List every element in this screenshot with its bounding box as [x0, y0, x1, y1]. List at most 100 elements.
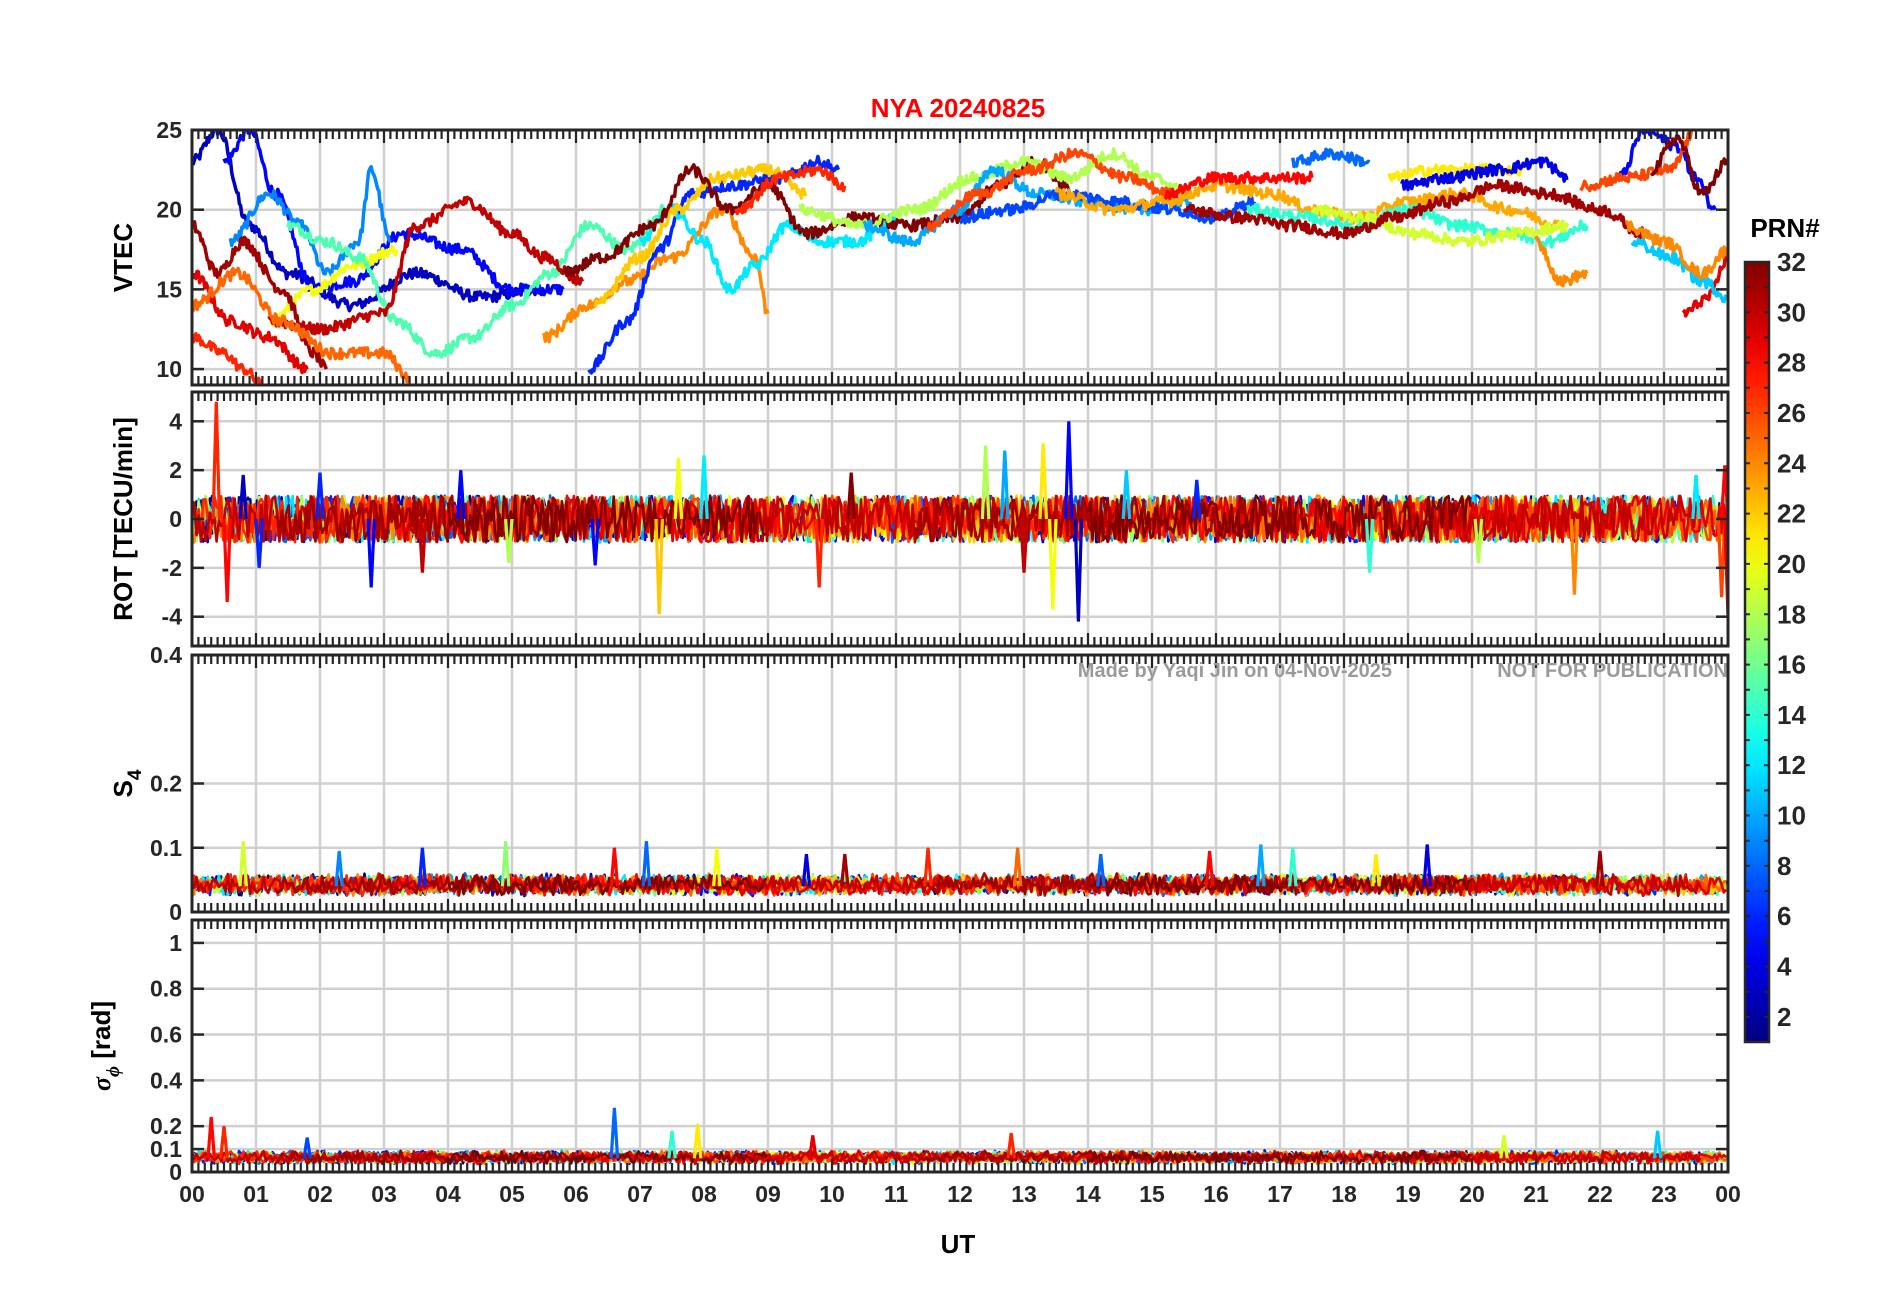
rot-spike-prn-5	[1064, 421, 1074, 520]
rot-spike-prn-26	[1716, 518, 1727, 598]
s4-spike-prn-28	[609, 847, 620, 887]
rot-line-prn-29	[1406, 494, 1728, 544]
colorbar-tick-label: 28	[1777, 348, 1806, 378]
vtec-line-prn-29	[1681, 253, 1728, 318]
colorbar-tick-label: 12	[1777, 750, 1806, 780]
x-tick-label: 21	[1523, 1181, 1549, 1207]
x-tick-label: 15	[1139, 1181, 1165, 1207]
x-tick-label: 00	[1715, 1181, 1741, 1207]
sigphi-spike-prn-7	[302, 1137, 312, 1159]
x-axis-label: UT	[941, 1229, 976, 1259]
panel-rot: -4 -2 0 2 4 ROT [TECU/min]	[108, 390, 1730, 648]
sigphi-line-prn-31	[274, 1149, 595, 1165]
colorbar-tick-label: 26	[1777, 398, 1806, 428]
colorbar-tick-label: 8	[1777, 851, 1791, 881]
vtec-line-prn-4	[1400, 156, 1569, 192]
y-tick-label-rot: -2	[162, 555, 182, 581]
vtec-line-prn-7	[959, 187, 1257, 225]
rot-spike-prn-18	[980, 445, 991, 520]
rot-spike-prn-12	[1691, 474, 1701, 520]
x-tick-label: 19	[1395, 1181, 1421, 1207]
panel-sigphi: 00.10.2 0.4 0.6 0.8 1 σϕ [rad]	[86, 918, 1730, 1185]
sigphi-spike-prn-27	[1006, 1132, 1016, 1159]
colorbar-tick-label: 22	[1777, 499, 1806, 529]
grid-sigphi	[190, 920, 1730, 1174]
y-tick-label-rot: -4	[162, 604, 183, 630]
rot-spike-prn-3	[238, 474, 248, 520]
x-tick-marks-sigphi	[190, 920, 1730, 1172]
y-axis-label-sigphi: σϕ [rad]	[86, 1001, 124, 1091]
rot-spike-prn-11	[1121, 470, 1132, 520]
y-tick-label-rot: 4	[169, 408, 182, 434]
rot-line-prn-30	[1381, 494, 1702, 544]
colorbar-tick-label: 30	[1777, 297, 1806, 327]
colorbar-tick-marks	[1745, 261, 1769, 1043]
rot-spike-prn-28	[222, 518, 232, 603]
rot-spike-prn-20	[673, 457, 684, 520]
s4-spike-prn-14	[1288, 847, 1298, 887]
y-tick-label-s4: 0	[169, 899, 182, 925]
y-tick-label-sigphi: 0.4	[150, 1067, 182, 1093]
x-tick-marks-s4	[190, 655, 1730, 912]
series-rot	[192, 401, 1728, 622]
x-tick-label: 03	[371, 1181, 397, 1207]
sigphi-line-prn-32	[446, 1149, 768, 1165]
colorbar-title: PRN#	[1750, 213, 1820, 243]
x-tick-label: 08	[691, 1181, 717, 1207]
colorbar-tick-label: 20	[1777, 549, 1806, 579]
s4-spike-prn-27	[923, 847, 933, 887]
vtec-line-prn-5	[222, 130, 565, 297]
x-tick-label: 22	[1587, 1181, 1613, 1207]
y-tick-label-s4: 0.1	[150, 835, 182, 861]
colorbar-tick-label: 24	[1777, 448, 1806, 478]
chart-title: NYA 20240825	[871, 93, 1045, 123]
rot-spike-prn-5	[456, 470, 466, 520]
x-tick-label: 23	[1651, 1181, 1677, 1207]
rot-spike-prn-30	[417, 518, 428, 573]
rot-spike-prn-6	[1192, 479, 1202, 520]
y-tick-label-vtec: 15	[156, 276, 182, 302]
colorbar-tick-label: 14	[1777, 700, 1806, 730]
vtec-line-prn-26	[926, 147, 1173, 232]
vtec-line-prn-27	[734, 164, 847, 216]
rot-spike-prn-29	[1723, 518, 1728, 617]
s4-spike-prn-6	[417, 847, 428, 887]
s4-spike-prn-31	[840, 854, 850, 887]
rot-spike-prn-10	[1000, 450, 1010, 520]
sigphi-spike-prn-29	[808, 1135, 818, 1159]
x-tick-label: 18	[1331, 1181, 1357, 1207]
vtec-line-prn-24	[1534, 235, 1589, 288]
x-tick-label: 12	[947, 1181, 973, 1207]
x-tick-label: 16	[1203, 1181, 1229, 1207]
x-tick-label: 05	[499, 1181, 525, 1207]
s4-spike-prn-19	[238, 841, 248, 887]
rot-spike-prn-24	[1569, 518, 1580, 595]
sigphi-spike-prn-8	[609, 1107, 620, 1159]
x-tick-label: 09	[755, 1181, 781, 1207]
x-tick-label: 04	[435, 1181, 461, 1207]
x-tick-label: 07	[627, 1181, 653, 1207]
rot-line-prn-32	[1086, 494, 1473, 544]
rot-spike-prn-5	[366, 518, 376, 588]
rot-spike-prn-22	[654, 518, 664, 615]
s4-spike-prn-10	[1256, 844, 1266, 887]
watermark-author: Made by Yaqi Jin on 04-Nov-2025	[1078, 660, 1392, 682]
rot-spike-prn-27	[814, 518, 824, 588]
x-tick-label: 17	[1267, 1181, 1293, 1207]
s4-spike-prn-21	[1371, 854, 1381, 887]
s4-spike-prn-8	[641, 841, 652, 887]
x-tick-label: 01	[243, 1181, 269, 1207]
colorbar-tick-label: 4	[1777, 952, 1792, 982]
rot-spike-prn-6	[254, 518, 264, 568]
sigphi-spike-prn-27	[219, 1126, 229, 1159]
y-tick-label-sigphi: 0	[169, 1159, 182, 1185]
rot-line-prn-32	[446, 494, 767, 544]
rot-spike-prn-30	[1019, 518, 1029, 573]
y-tick-label-sigphi: 0.1	[150, 1136, 182, 1162]
vtec-line-prn-8	[1291, 147, 1371, 169]
vtec-line-prn-28	[1163, 170, 1314, 201]
watermark-notice: NOT FOR PUBLICATION	[1497, 660, 1728, 682]
